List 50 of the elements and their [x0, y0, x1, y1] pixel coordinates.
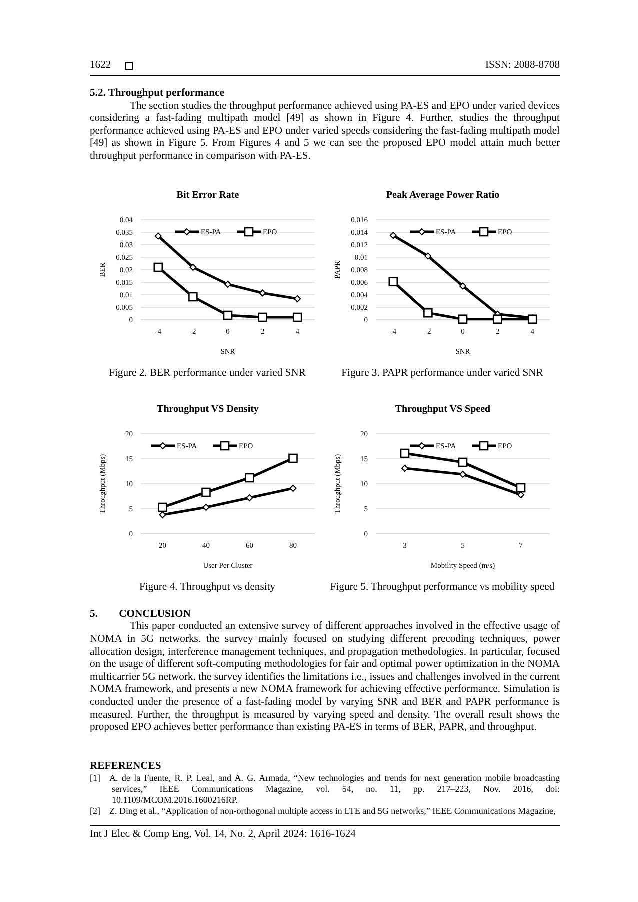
text: ISSN: 2088-8708 [486, 60, 560, 71]
text: 5.2. Throughput performance [90, 88, 226, 101]
point [292, 312, 302, 322]
point [517, 492, 524, 499]
point [459, 282, 466, 290]
point [288, 454, 298, 464]
point [258, 289, 266, 296]
text: This paper conducted an extensive survey of different approaches involved in the effective usage of NOMA in 5G networks. the survey mainly focused on studying different precoding techniques, power allocation design, interference management techniques, and propagation methodologies. In particular, focused on the usage of different soft-computing methodologies for fair and optimal power optimization in the NOMA multicarrier 5G network. the survey identifies the limitations i.e., issues and challenges involved in the current NOMA framework, and presents a new NOMA framework for achieving effective performance. Simulation is conducted under the presence of a fast-fading model by varying SNR and BER and PAPR performance is measured. Further, the throughput is measured by varying speed and density. The overall result shows the proposed EPO achieves better performance than existing PA-ES in terms of BER, PAPR, and throughput. [90, 621, 560, 734]
caption: Figure 2. BER performance under varied SNR [109, 368, 306, 380]
point [158, 503, 167, 512]
point [458, 458, 468, 468]
point [202, 504, 210, 512]
chart-title: Bit Error Rate [176, 190, 240, 201]
caption: Figure 5. Throughput performance vs mobility speed [330, 582, 555, 595]
point [158, 512, 166, 519]
point [400, 449, 410, 458]
caption: Figure 3. PAPR performance under varied SNR [342, 368, 544, 380]
point [246, 494, 253, 502]
point [258, 312, 267, 322]
point [189, 264, 196, 271]
text: REFERENCES [90, 760, 162, 774]
point [154, 232, 162, 240]
point [424, 252, 432, 260]
point [222, 310, 232, 320]
point [423, 308, 432, 318]
point [459, 471, 466, 478]
caption: Figure 4. Throughput vs density [139, 582, 276, 595]
text: The section studies the throughput performance achieved using PA-ES and EPO under varied devices considering a fast-fading multipath model [49] as shown in Figure 4. Further, studies the throughput performance achieved using PA-ES and EPO under varied speeds considering the fast-fading multipath model [49] as shown in Figure 5. From Figures 4 and 5 we can see the proposed EPO model attain much better throughput performance in comparison with PA-ES. [90, 100, 560, 164]
text: [1] A. de la Fuente, R. P. Leal, and A. G. Armada, “New technologies and trends for next generation mobile broadcasting services,” IEEE Communications Magazine, vol. 54, no. 11, pp. 217–223, Nov. 2016, doi: 10.1109/MCOM.2016.1600216RP. [90, 773, 560, 806]
chart-title: Peak Average Power Ratio [386, 190, 500, 201]
point [294, 295, 301, 302]
chart-title: Throughput VS Speed [394, 404, 491, 416]
chart-title: Throughput VS Density [156, 404, 258, 416]
text: Int J Elec & Comp Eng, Vol. 14, No. 2, April 2024: 1616-1624 [90, 825, 560, 842]
point [388, 276, 398, 286]
text: [2] Z. Ding et al., “Application of non-orthogonal multiple access in LTE and 5G networks,” IEEE Communications Magazine, [90, 806, 557, 818]
point [516, 484, 526, 493]
point [188, 292, 198, 302]
text: 5. CONCLUSION [90, 608, 192, 622]
point [244, 474, 254, 483]
point [458, 314, 468, 324]
point [224, 280, 231, 288]
point [389, 232, 396, 239]
point [153, 262, 163, 272]
text: 1622 [90, 60, 112, 71]
point [201, 488, 210, 498]
point [492, 314, 502, 324]
point [289, 485, 296, 492]
point [527, 314, 537, 324]
point [401, 465, 408, 472]
